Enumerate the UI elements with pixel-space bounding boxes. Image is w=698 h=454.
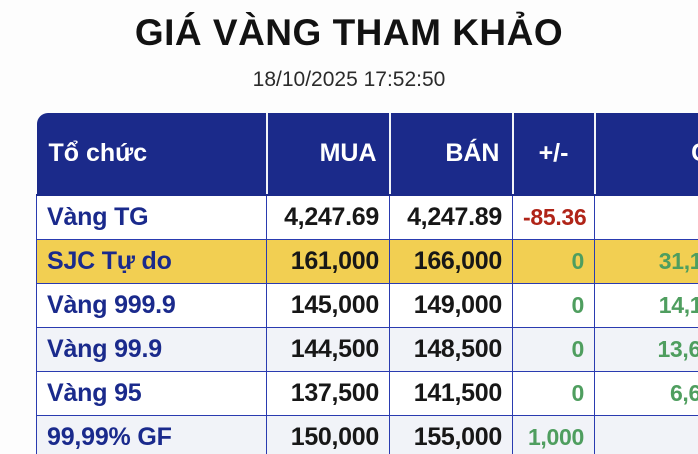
cell-change: 0 (512, 327, 595, 372)
cell-organization: Vàng 999.9 (36, 283, 267, 328)
cell-buy-price: 145,000 (266, 283, 390, 328)
gold-price-table: Tổ chức MUA BÁN +/- CL Vàng TG4,247.694,… (36, 113, 698, 454)
cell-change: 1,000 (512, 415, 595, 454)
cell-sell-price: 4,247.89 (389, 194, 513, 240)
table-header-row: Tổ chức MUA BÁN +/- CL (36, 113, 698, 196)
column-header-change: +/- (512, 113, 596, 196)
cell-sell-price: 155,000 (389, 415, 513, 454)
column-header-mua: MUA (266, 113, 391, 196)
price-table-container: Tổ chức MUA BÁN +/- CL Vàng TG4,247.694,… (36, 113, 698, 454)
cell-buy-price: 4,247.69 (266, 194, 390, 240)
column-header-ban: BÁN (389, 113, 514, 196)
cell-cl: 6,613 (594, 371, 698, 416)
cell-organization: 99,99% GF (36, 415, 267, 454)
cell-change: 0 (512, 239, 595, 284)
cell-cl: 14,113 (594, 283, 698, 328)
cell-buy-price: 137,500 (266, 371, 390, 416)
cell-change: 0 (512, 283, 595, 328)
cell-cl: 0 (594, 194, 698, 240)
page-title: GIÁ VÀNG THAM KHẢO (134, 12, 564, 53)
cell-cl: 0 (594, 415, 698, 454)
timestamp: 18/10/2025 17:52:50 (252, 68, 446, 91)
cell-sell-price: 149,000 (389, 283, 513, 328)
cell-sell-price: 148,500 (389, 327, 513, 372)
cell-organization: Vàng 95 (36, 371, 267, 416)
cell-buy-price: 150,000 (266, 415, 390, 454)
cell-organization: Vàng TG (36, 194, 267, 240)
cell-cl: 31,113 (594, 239, 698, 284)
cell-buy-price: 161,000 (266, 239, 390, 284)
table-row: Vàng TG4,247.694,247.89-85.360 (36, 194, 698, 240)
cell-cl: 13,613 (594, 327, 698, 372)
table-body: Vàng TG4,247.694,247.89-85.360SJC Tự do1… (36, 194, 698, 454)
cell-change: -85.36 (512, 194, 595, 240)
cell-sell-price: 141,500 (389, 371, 513, 416)
column-header-cl: CL (594, 113, 698, 196)
cell-buy-price: 144,500 (266, 327, 390, 372)
cell-organization: SJC Tự do (36, 239, 267, 284)
cell-change: 0 (512, 371, 595, 416)
table-header: Tổ chức MUA BÁN +/- CL (36, 113, 698, 196)
cell-sell-price: 166,000 (389, 239, 513, 284)
cell-organization: Vàng 99.9 (36, 327, 267, 372)
column-header-org: Tổ chức (36, 113, 268, 196)
